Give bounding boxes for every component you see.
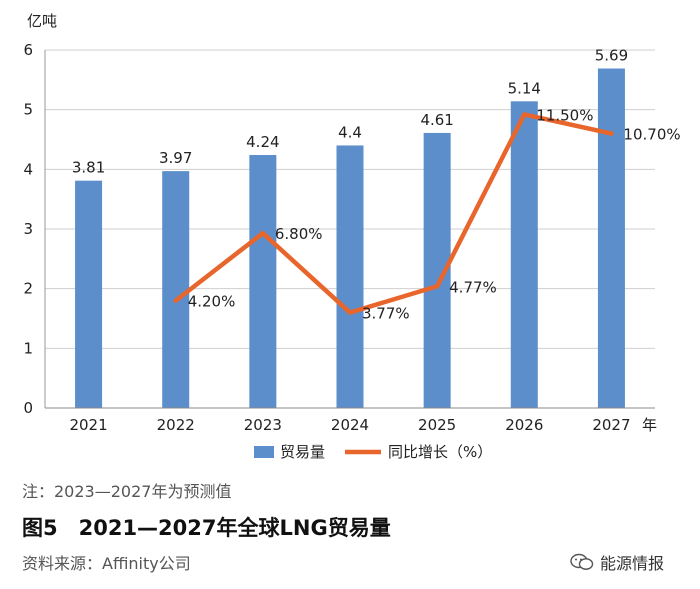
- x-axis-unit-label: 年: [642, 416, 657, 434]
- x-tick-label: 2023: [244, 416, 282, 434]
- growth-value-label: 4.77%: [449, 278, 497, 296]
- growth-point: [522, 112, 527, 117]
- growth-point: [434, 284, 440, 289]
- bar-value-label: 4.4: [338, 123, 362, 141]
- bar: [162, 171, 190, 408]
- bar: [510, 101, 538, 409]
- chart-note: 注：2023—2027年为预测值: [22, 482, 232, 501]
- brand-watermark: 能源情报: [570, 550, 664, 574]
- x-tick-label: 2025: [418, 416, 456, 434]
- wechat-icon: [570, 553, 594, 570]
- x-tick-label: 2027: [592, 416, 630, 434]
- legend: 贸易量 同比增长（%）: [254, 443, 492, 461]
- brand-name: 能源情报: [599, 554, 664, 573]
- legend-label-bar: 贸易量: [280, 443, 325, 461]
- growth-value-label: 3.77%: [362, 305, 410, 323]
- growth-value-label: 11.50%: [536, 106, 593, 124]
- y-axis-unit-label: 亿吨: [27, 12, 57, 30]
- bar-data-labels: 3.81 3.97 4.24 4.4 4.61 5.14 5.69: [72, 46, 628, 176]
- growth-point: [609, 131, 614, 136]
- figure-caption: 图5 2021—2027年全球LNG贸易量: [22, 516, 391, 540]
- bar-value-label: 4.24: [246, 133, 279, 151]
- bar-value-label: 4.61: [420, 111, 453, 129]
- y-tick-label: 1: [23, 339, 33, 357]
- line-data-labels: 4.20% 6.80% 3.77% 4.77% 11.50% 10.70%: [188, 106, 681, 322]
- growth-point: [173, 298, 178, 303]
- bar-line-chart: 0 1 2 3 4 5 6 3.81 3.97 4.24 4.4 4.61 5.14 5.69 4.20…: [23, 12, 681, 461]
- line-series: [173, 112, 614, 315]
- bar-value-label: 5.14: [508, 79, 541, 97]
- y-tick-label: 0: [23, 399, 33, 417]
- y-tick-label: 5: [23, 101, 33, 119]
- bar-value-label: 3.81: [72, 159, 105, 177]
- x-tick-label: 2021: [69, 416, 107, 434]
- bar-series: [75, 68, 625, 409]
- growth-value-label: 4.20%: [188, 293, 236, 311]
- bar-value-label: 5.69: [595, 46, 628, 64]
- source-text: 资料来源：Affinity公司: [22, 554, 191, 573]
- growth-point: [260, 230, 266, 236]
- x-axis: 2021 2022 2023 2024 2025 2026 2027: [45, 407, 655, 434]
- y-tick-label: 2: [23, 280, 33, 298]
- growth-line: [173, 112, 614, 315]
- bar-value-label: 3.97: [159, 149, 192, 167]
- bar: [336, 145, 364, 408]
- bar: [249, 155, 277, 408]
- x-tick-label: 2026: [505, 416, 543, 434]
- y-tick-label: 6: [23, 41, 33, 59]
- bar: [597, 68, 625, 408]
- legend-swatch-bar: [254, 446, 274, 458]
- y-tick-label: 4: [23, 160, 33, 178]
- growth-value-label: 10.70%: [623, 126, 680, 144]
- bar: [75, 180, 103, 408]
- y-tick-label: 3: [23, 220, 33, 238]
- growth-value-label: 6.80%: [275, 225, 323, 243]
- growth-point: [347, 310, 353, 315]
- x-tick-label: 2024: [331, 416, 369, 434]
- legend-label-line: 同比增长（%）: [388, 443, 492, 461]
- y-axis: 0 1 2 3 4 5 6: [23, 41, 46, 417]
- x-tick-label: 2022: [157, 416, 195, 434]
